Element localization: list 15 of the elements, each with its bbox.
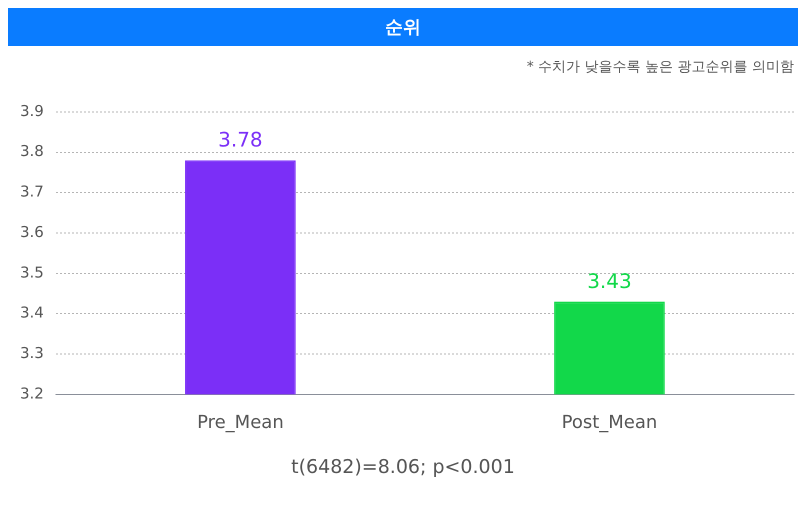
y-tick-label: 3.3 [20, 344, 44, 362]
data-label: 3.78 [218, 128, 263, 152]
chart-title: 순위 [8, 8, 798, 46]
text: t(6482)=8.06; p<0.001 [290, 456, 516, 478]
y-tick-label: 3.6 [20, 222, 44, 241]
y-tick-label: 3.7 [20, 182, 44, 201]
y-tick-label: 3.9 [20, 102, 44, 120]
x-tick-label: Pre_Mean [197, 412, 284, 433]
y-tick-label: 3.4 [20, 304, 44, 322]
chart-subtitle: * 수치가 낮을수록 높은 광고순위를 의미함 [526, 58, 795, 76]
y-tick-label: 3.5 [20, 263, 44, 282]
x-tick-label: Post_Mean [562, 412, 658, 433]
y-tick-label: 3.8 [20, 142, 44, 160]
y-tick-label: 3.2 [20, 384, 44, 402]
data-label: 3.43 [587, 268, 632, 293]
